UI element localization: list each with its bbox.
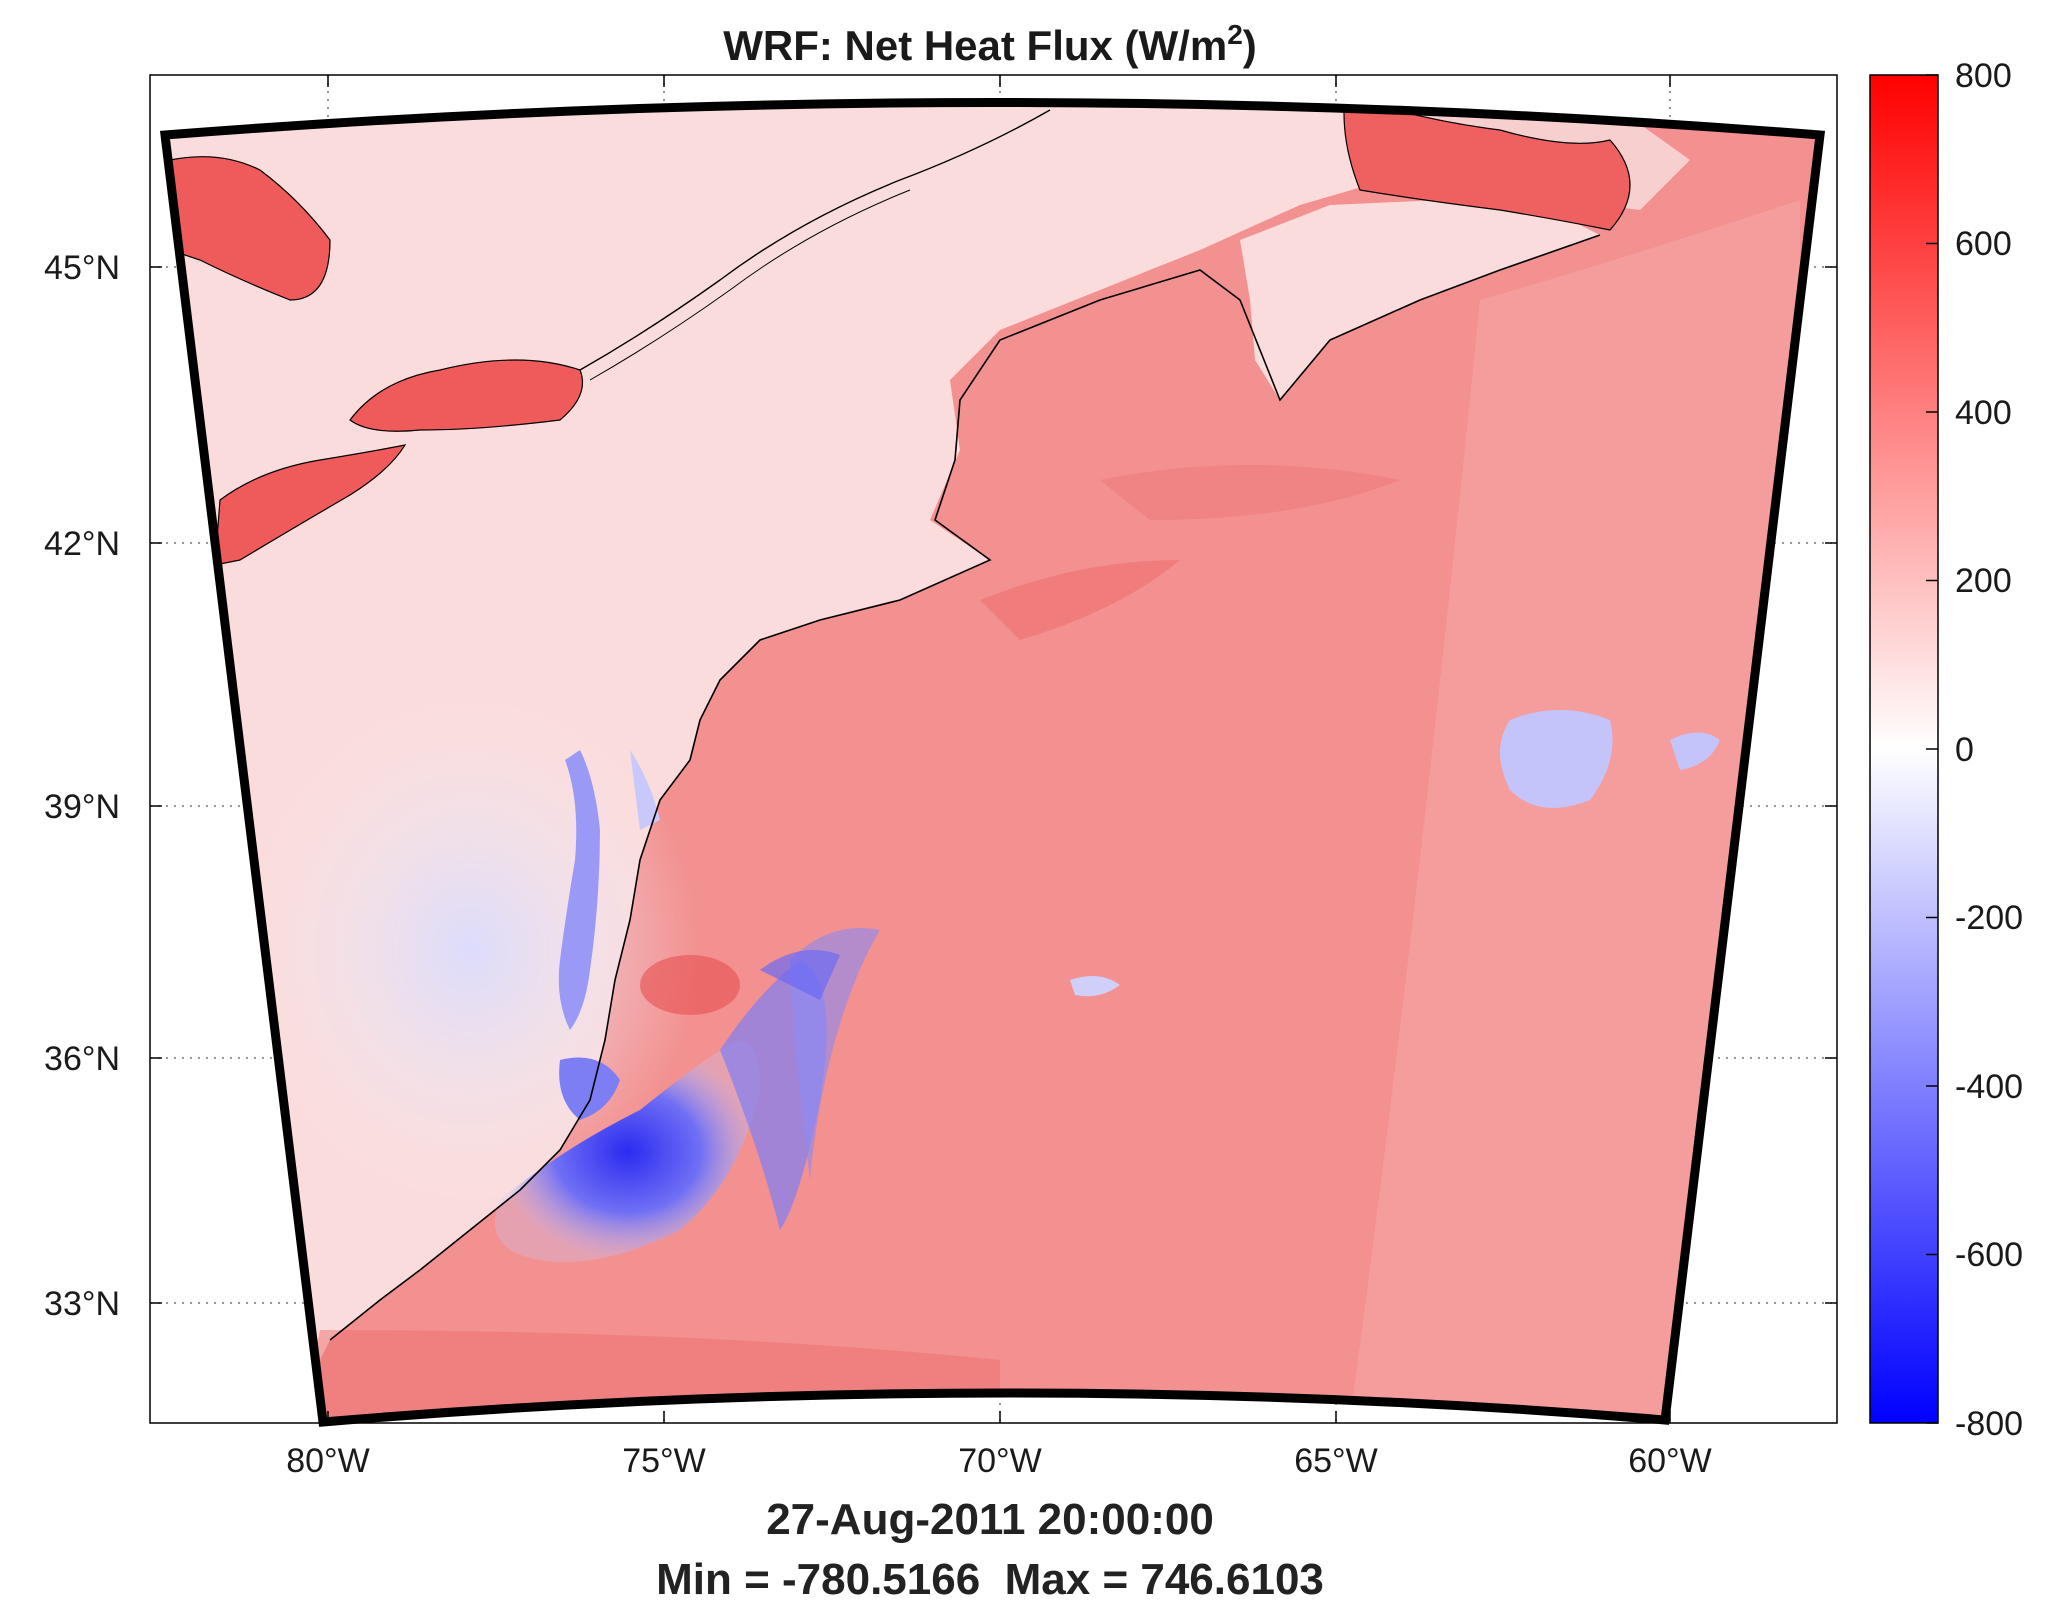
lat-label: 42°N: [44, 525, 120, 563]
title-superscript: 2: [1227, 19, 1243, 50]
colorbar-label: -600: [1955, 1236, 2023, 1274]
timestamp: 27-Aug-2011 20:00:00: [766, 1495, 1214, 1544]
pamlico-sound: [559, 1057, 620, 1120]
heat-flux-field: [165, 102, 1820, 1422]
colorbar-label: -200: [1955, 899, 2023, 937]
cold-wake: [495, 1041, 760, 1262]
lake-ontario: [349, 359, 584, 432]
lon-label: 65°W: [1294, 1442, 1378, 1480]
lake-erie: [214, 444, 407, 566]
lat-labels: 45°N 42°N 39°N 36°N 33°N: [44, 249, 120, 1323]
colorbar-label: 200: [1955, 562, 2012, 600]
lat-label: 36°N: [44, 1040, 120, 1078]
lon-label: 70°W: [958, 1442, 1042, 1480]
coastline: [329, 234, 1601, 1341]
colorbar-ticks: [1926, 74, 1938, 1424]
lat-label: 39°N: [44, 788, 120, 826]
georgian-bay: [169, 156, 331, 301]
lat-label: 33°N: [44, 1285, 120, 1323]
lon-label: 60°W: [1628, 1442, 1712, 1480]
colorbar-labels: 800 600 400 200 0 -200 -400 -600 -800: [1955, 57, 2023, 1443]
gulf-st-lawrence: [1343, 102, 1631, 231]
lon-labels: 80°W 75°W 70°W 65°W 60°W: [286, 1442, 1712, 1480]
colorbar-label: -400: [1955, 1068, 2023, 1106]
colorbar-label: 800: [1955, 57, 2012, 95]
min-max-summary: Min = -780.5166 Max = 746.6103: [656, 1555, 1324, 1604]
lon-label: 75°W: [622, 1442, 706, 1480]
chart-title: WRF: Net Heat Flux (W/m2): [723, 19, 1257, 69]
chesapeake-bay: [558, 750, 600, 1030]
domain-boundary: [159, 98, 1826, 1427]
lon-label: 80°W: [286, 1442, 370, 1480]
colorbar-label: 600: [1955, 225, 2012, 263]
colorbar-label: 400: [1955, 394, 2012, 432]
lat-label: 45°N: [44, 249, 120, 287]
axis-ticks: [150, 75, 1837, 1423]
colorbar-label: -800: [1955, 1405, 2023, 1443]
colorbar-label: 0: [1955, 731, 1974, 769]
